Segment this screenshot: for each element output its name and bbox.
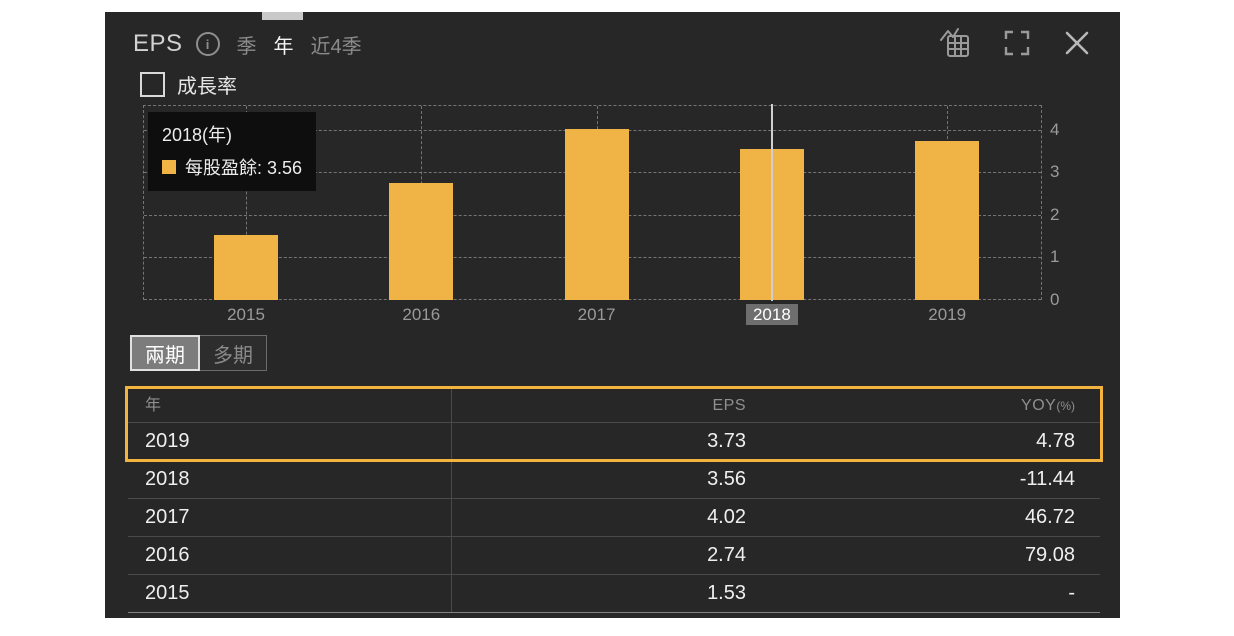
page-title: EPS bbox=[133, 30, 183, 57]
cell-yoy: 79.08 bbox=[1024, 544, 1075, 566]
growth-rate-checkbox[interactable] bbox=[140, 72, 165, 97]
tooltip-title: 2018(年) bbox=[162, 125, 233, 145]
tooltip-series-value: 每股盈餘: 3.56 bbox=[185, 158, 303, 178]
cell-eps: 2.74 bbox=[707, 544, 746, 566]
chart-tooltip: 2018(年) 每股盈餘: 3.56 bbox=[148, 112, 317, 191]
fullscreen-button[interactable] bbox=[1004, 30, 1030, 59]
info-icon[interactable]: i bbox=[195, 32, 220, 56]
y-axis-label: 1 bbox=[1050, 247, 1060, 267]
tab-quarter[interactable]: 季 bbox=[237, 30, 257, 59]
period-option-multi[interactable]: 多期 bbox=[200, 335, 267, 371]
y-axis-label: 2 bbox=[1050, 204, 1060, 224]
tab-year[interactable]: 年 bbox=[274, 30, 294, 59]
cell-eps: 3.56 bbox=[707, 468, 746, 490]
table-column-divider bbox=[451, 389, 452, 613]
chart-table-toggle-button[interactable] bbox=[939, 27, 970, 61]
cell-year: 2019 bbox=[145, 430, 190, 452]
chart-table-icon bbox=[939, 27, 970, 61]
y-axis-label: 3 bbox=[1050, 162, 1060, 182]
close-icon bbox=[1064, 30, 1090, 59]
header-cell-year: 年 bbox=[145, 397, 162, 414]
x-axis-label: 2017 bbox=[577, 305, 616, 324]
cell-eps: 1.53 bbox=[707, 582, 746, 604]
cell-yoy: 46.72 bbox=[1024, 506, 1075, 528]
growth-rate-control: 成長率 bbox=[140, 70, 237, 99]
eps-panel: EPS i 季 年 近4季 bbox=[105, 12, 1120, 618]
close-button[interactable] bbox=[1064, 30, 1090, 59]
app-header: EPS i 季 年 近4季 bbox=[133, 26, 1090, 62]
table-row[interactable]: 2016 2.74 79.08 bbox=[128, 537, 1100, 575]
fullscreen-icon bbox=[1004, 30, 1030, 59]
data-table: 年 EPS YOY(%) 2019 3.73 4.78 2018 3.56 -1… bbox=[125, 386, 1103, 613]
cell-yoy: 4.78 bbox=[1036, 430, 1075, 452]
x-axis-label: 2016 bbox=[402, 305, 441, 324]
chart-plot: 2018(年) 每股盈餘: 3.56 0 1 2 3 4 2015 2016 2017 2018… bbox=[143, 104, 1059, 325]
cell-yoy: -11.44 bbox=[1019, 468, 1075, 490]
cell-year: 2018 bbox=[145, 468, 190, 490]
cell-eps: 3.73 bbox=[707, 430, 746, 452]
header-actions bbox=[939, 27, 1090, 61]
gridline-vertical bbox=[246, 106, 247, 300]
cell-year: 2016 bbox=[145, 544, 190, 566]
bar[interactable] bbox=[389, 183, 454, 300]
table-row[interactable]: 2019 3.73 4.78 bbox=[128, 423, 1100, 461]
bar[interactable] bbox=[915, 141, 980, 300]
cell-year: 2015 bbox=[145, 582, 190, 604]
header-cell-yoy: YOY(%) bbox=[1021, 397, 1075, 414]
x-axis-label: 2015 bbox=[227, 305, 265, 324]
x-axis-label: 2018 bbox=[722, 304, 822, 325]
crosshair-line bbox=[770, 104, 773, 301]
cell-yoy: - bbox=[1068, 582, 1075, 604]
tab-recent-4-quarters[interactable]: 近4季 bbox=[311, 30, 362, 59]
tooltip-series-swatch bbox=[162, 160, 176, 174]
growth-rate-label: 成長率 bbox=[177, 76, 237, 98]
table-row[interactable]: 2018 3.56 -11.44 bbox=[128, 461, 1100, 499]
period-toggle: 兩期 多期 bbox=[130, 335, 267, 371]
cell-year: 2017 bbox=[145, 506, 190, 528]
y-axis-label: 0 bbox=[1050, 290, 1060, 309]
table-row[interactable]: 2015 1.53 - bbox=[128, 575, 1100, 613]
table-header-row: 年 EPS YOY(%) bbox=[128, 389, 1100, 423]
y-axis-label: 4 bbox=[1050, 119, 1060, 139]
cell-eps: 4.02 bbox=[707, 506, 746, 528]
active-tab-notch bbox=[262, 12, 303, 20]
x-axis-label: 2019 bbox=[928, 305, 967, 324]
tooltip-series-line: 每股盈餘: 3.56 bbox=[162, 154, 302, 180]
header-cell-eps: EPS bbox=[712, 397, 746, 414]
period-option-two[interactable]: 兩期 bbox=[130, 335, 200, 371]
bar[interactable] bbox=[214, 234, 278, 300]
table-row[interactable]: 2017 4.02 46.72 bbox=[128, 499, 1100, 537]
bar[interactable] bbox=[564, 128, 629, 300]
